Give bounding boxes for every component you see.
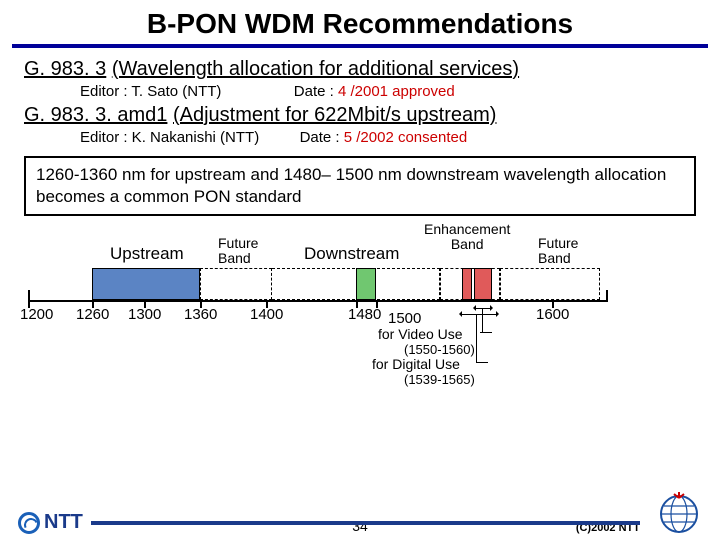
tick bbox=[200, 300, 202, 308]
spec2-sub: Editor : K. Nakanishi (NTT) Date : 5 /20… bbox=[24, 129, 696, 146]
annot-video-range: (1550-1560) bbox=[404, 342, 475, 357]
tick-1400: 1400 bbox=[250, 306, 283, 323]
tick bbox=[28, 300, 30, 308]
label-downstream: Downstream bbox=[304, 244, 399, 264]
title-rule bbox=[12, 44, 708, 48]
tick-1360: 1360 bbox=[184, 306, 217, 323]
band-enh-red2 bbox=[474, 268, 492, 300]
annot-digital: for Digital Use bbox=[372, 356, 460, 372]
itu-logo-icon bbox=[654, 490, 704, 536]
label-upstream: Upstream bbox=[110, 244, 184, 264]
annot-video: for Video Use bbox=[378, 326, 463, 342]
summary-box: 1260-1360 nm for upstream and 1480– 1500… bbox=[24, 156, 696, 216]
tick bbox=[92, 300, 94, 308]
ntt-logo: NTT bbox=[18, 511, 83, 534]
spec2-desc: (Adjustment for 622Mbit/s upstream) bbox=[173, 104, 496, 126]
tick-1480: 1480 bbox=[348, 306, 381, 323]
label-enhancement: Enhancement Band bbox=[424, 222, 510, 251]
spec2-heading: G. 983. 3. amd1 (Adjustment for 622Mbit/… bbox=[24, 104, 696, 127]
label-future1: Future Band bbox=[218, 236, 258, 265]
connector bbox=[482, 308, 483, 332]
tick bbox=[552, 300, 554, 308]
band-downstream-green bbox=[356, 268, 376, 300]
annot-digital-range: (1539-1565) bbox=[404, 372, 475, 387]
arrow-digital bbox=[460, 314, 498, 315]
spec2-code: G. 983. 3. amd1 bbox=[24, 104, 167, 126]
spec1-desc: (Wavelength allocation for additional se… bbox=[112, 58, 519, 80]
slide-title: B-PON WDM Recommendations bbox=[0, 0, 720, 44]
tick bbox=[144, 300, 146, 308]
footer: NTT bbox=[0, 511, 720, 534]
tick-end-r bbox=[606, 290, 608, 302]
spec1-date: 4 /2001 approved bbox=[338, 83, 455, 100]
tick-1500: 1500 bbox=[388, 310, 421, 327]
connector bbox=[480, 332, 492, 333]
spec1-sub: Editor : T. Sato (NTT) Date : 4 /2001 ap… bbox=[24, 83, 696, 100]
tick-1300: 1300 bbox=[128, 306, 161, 323]
spec2-date-label: Date : bbox=[300, 129, 344, 146]
wavelength-diagram: Upstream Future Band Downstream Enhancem… bbox=[28, 230, 692, 400]
spec1-editor: Editor : T. Sato (NTT) bbox=[80, 83, 221, 100]
tick-1200: 1200 bbox=[20, 306, 53, 323]
content-area: G. 983. 3 (Wavelength allocation for add… bbox=[0, 58, 720, 400]
spec1-heading: G. 983. 3 (Wavelength allocation for add… bbox=[24, 58, 696, 81]
connector bbox=[476, 362, 488, 363]
ntt-logo-icon bbox=[18, 512, 40, 534]
tick bbox=[376, 300, 378, 308]
tick-1260: 1260 bbox=[76, 306, 109, 323]
tick-1600: 1600 bbox=[536, 306, 569, 323]
footer-bar bbox=[91, 521, 640, 525]
ntt-text: NTT bbox=[44, 511, 83, 534]
connector bbox=[476, 314, 477, 362]
arrow-video bbox=[474, 308, 492, 309]
band-upstream bbox=[92, 268, 200, 300]
band-future1 bbox=[200, 268, 272, 300]
band-enh-red1 bbox=[462, 268, 472, 300]
axis-line bbox=[28, 300, 608, 302]
spec2-date: 5 /2002 consented bbox=[344, 129, 467, 146]
tick bbox=[356, 300, 358, 308]
spec1-code: G. 983. 3 bbox=[24, 58, 106, 80]
label-future2: Future Band bbox=[538, 236, 578, 265]
band-future2 bbox=[500, 268, 600, 300]
spec1-date-label: Date : bbox=[294, 83, 338, 100]
tick bbox=[266, 300, 268, 308]
spec2-editor: Editor : K. Nakanishi (NTT) bbox=[80, 129, 259, 146]
